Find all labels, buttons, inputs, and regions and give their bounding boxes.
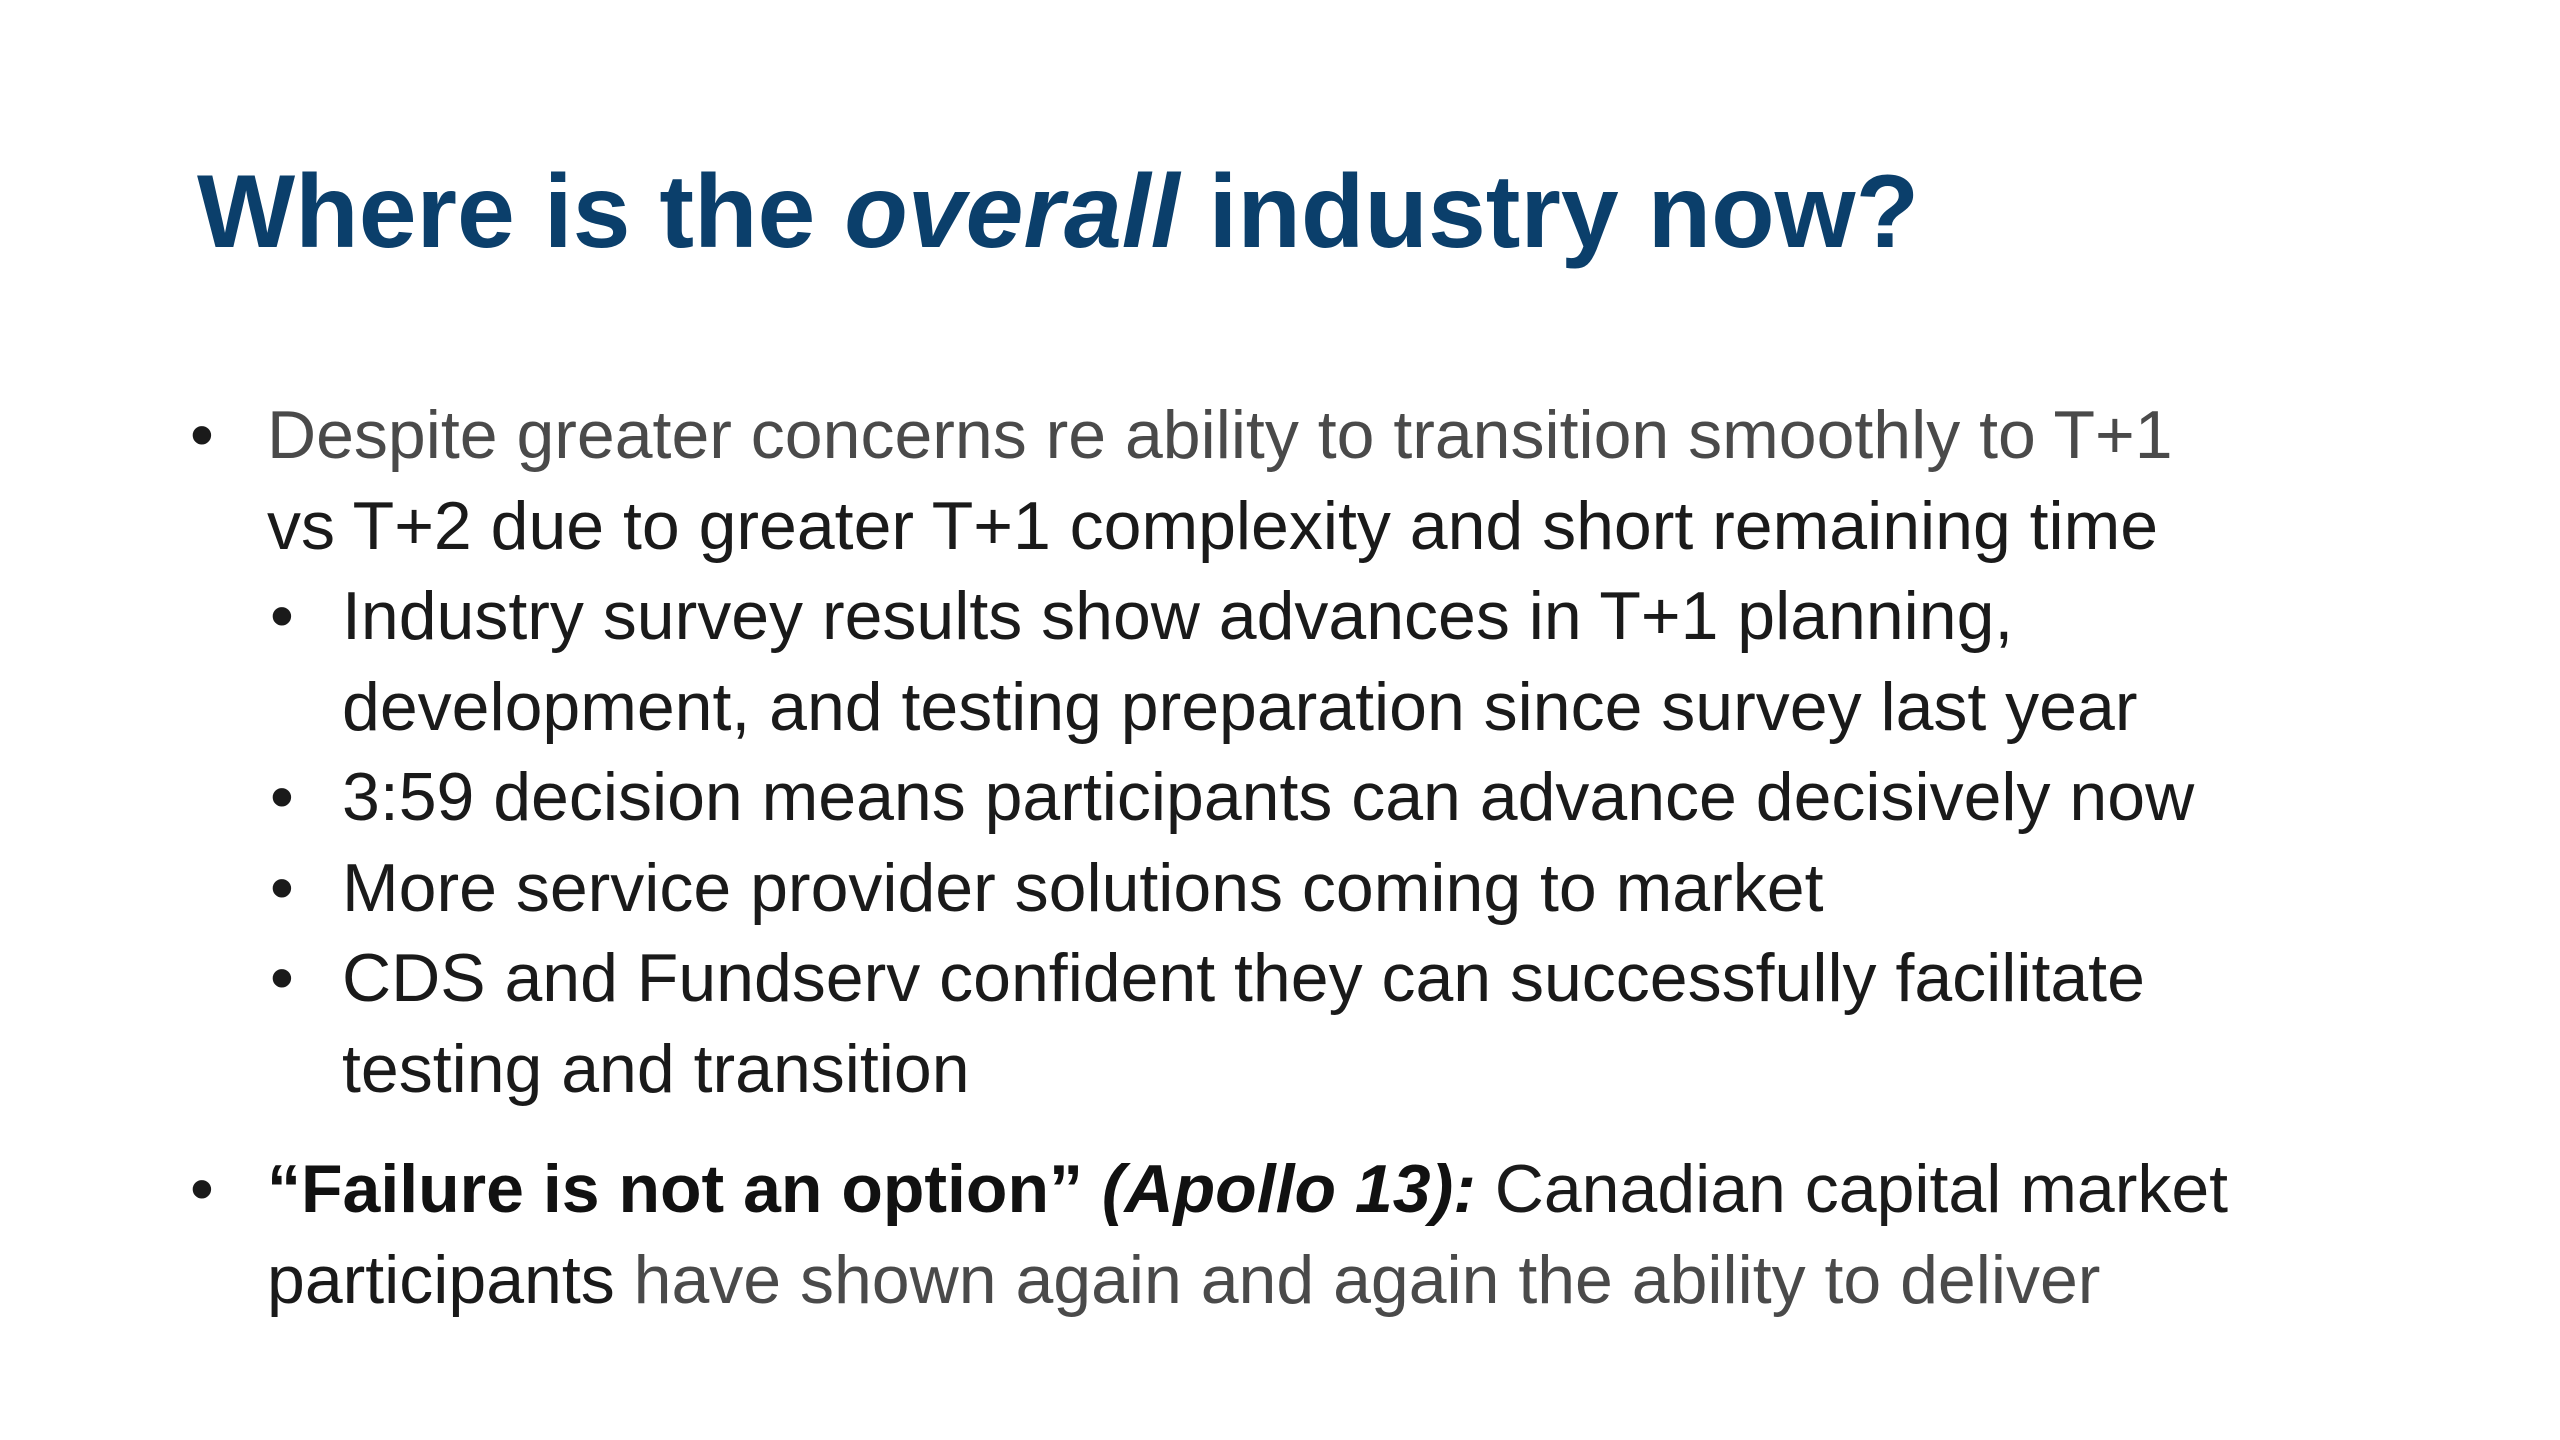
spacer (0, 1114, 2560, 1144)
sub-bullet-4-line-2: testing and transition (342, 1030, 970, 1107)
slide-title: Where is the overall industry now? (197, 152, 1919, 272)
quote-text: “Failure is not an option” (267, 1151, 1083, 1227)
sub-bullet-dot: • (270, 940, 294, 1016)
sub-bullet-1-line-1: Industry survey results show advances in… (342, 578, 2014, 654)
sub-bullet-2-line-1: 3:59 decision means participants can adv… (342, 759, 2195, 835)
sub-bullet-item-1: • Industry survey results show advances … (0, 571, 2560, 752)
bullet-2-line-1-rest: Canadian capital market (1475, 1151, 2229, 1227)
quote-source: (Apollo 13): (1083, 1151, 1476, 1227)
bullet-dot: • (190, 1151, 214, 1227)
sub-bullet-3-line-1: More service provider solutions coming t… (342, 849, 1824, 926)
title-emphasis: overall (844, 154, 1180, 270)
bullet-1-line-2: vs T+2 due to greater T+1 complexity and… (267, 487, 2159, 564)
bullet-1-line-1: Despite greater concerns re ability to t… (267, 397, 2173, 473)
sub-bullet-4-line-1: CDS and Fundserv confident they can succ… (342, 940, 2145, 1016)
sub-bullet-item-4: • CDS and Fundserv confident they can su… (0, 933, 2560, 1114)
sub-bullet-dot: • (270, 578, 294, 654)
bullet-list: • Despite greater concerns re ability to… (0, 390, 2560, 1325)
bullet-dot: • (190, 397, 214, 473)
bullet-item-2: • “Failure is not an option” (Apollo 13)… (0, 1144, 2560, 1325)
bullet-2-line-1: “Failure is not an option” (Apollo 13): … (267, 1144, 2560, 1235)
bullet-2-line-2-start: participants (267, 1241, 615, 1318)
bullet-2-line-2-rest: have shown again and again the ability t… (614, 1241, 2101, 1318)
bullet-item-1: • Despite greater concerns re ability to… (0, 390, 2560, 571)
sub-bullet-1-line-2: development, and testing preparation sin… (342, 668, 2138, 745)
title-part-3: industry now? (1179, 154, 1920, 270)
sub-bullet-item-3: • More service provider solutions coming… (0, 843, 2560, 934)
title-part-1: Where is the (197, 154, 845, 270)
sub-bullet-dot: • (270, 849, 294, 926)
sub-bullet-dot: • (270, 759, 294, 835)
bullet-2-line-2: participants have shown again and again … (267, 1235, 2560, 1326)
sub-bullet-item-2: • 3:59 decision means participants can a… (0, 752, 2560, 843)
